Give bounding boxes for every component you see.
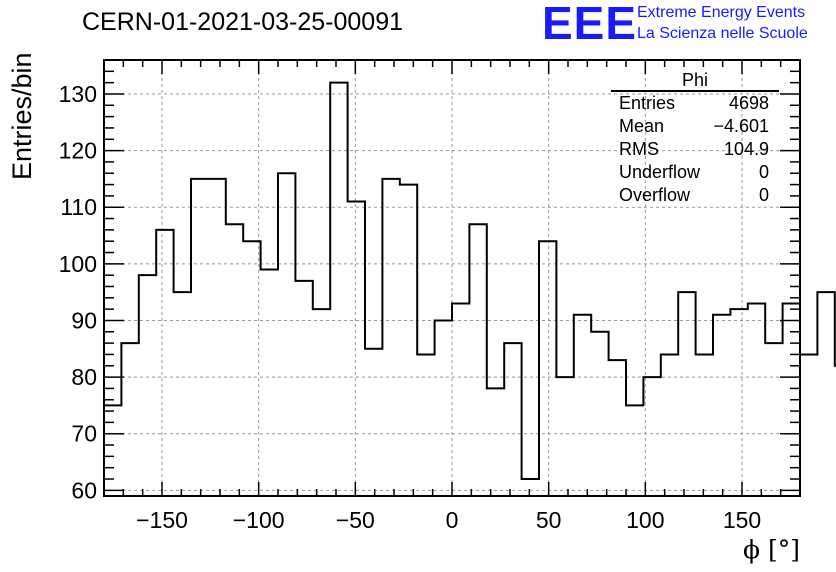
y-tick-label: 80 bbox=[71, 364, 97, 390]
stats-row-underflow: Underflow 0 bbox=[611, 161, 779, 184]
stats-label: Entries bbox=[619, 93, 676, 113]
x-tick-label: 100 bbox=[626, 507, 664, 533]
run-title: CERN-01-2021-03-25-00091 bbox=[82, 8, 404, 36]
y-tick-label: 70 bbox=[71, 421, 97, 447]
x-tick-labels: −150 −100 −50 0 50 100 150 bbox=[136, 507, 761, 533]
stats-row-entries: Entries 4698 bbox=[611, 92, 779, 115]
stats-label: Underflow bbox=[619, 162, 701, 182]
stats-value: −4.601 bbox=[713, 116, 769, 136]
x-tick-label: 150 bbox=[723, 507, 761, 533]
stats-row-mean: Mean −4.601 bbox=[611, 115, 779, 138]
stats-label: Mean bbox=[619, 116, 665, 136]
x-tick-label: −100 bbox=[233, 507, 285, 533]
y-tick-label: 90 bbox=[71, 307, 97, 333]
logo-line-2: La Scienza nelle Scuole bbox=[637, 25, 808, 42]
y-tick-label: 110 bbox=[60, 194, 97, 220]
histogram-line bbox=[104, 81, 836, 481]
stats-value: 0 bbox=[758, 185, 769, 205]
axis-ticks bbox=[104, 60, 800, 496]
stats-label: Overflow bbox=[619, 185, 691, 205]
stats-value: 0 bbox=[758, 162, 769, 182]
stats-box: Phi Entries 4698 Mean −4.601 RMS 104.9 U… bbox=[611, 70, 779, 207]
stats-row-rms: RMS 104.9 bbox=[611, 138, 779, 161]
stats-label: RMS bbox=[619, 139, 659, 159]
stats-row-overflow: Overflow 0 bbox=[611, 184, 779, 207]
x-tick-label: −50 bbox=[336, 507, 375, 533]
x-tick-label: −150 bbox=[136, 507, 188, 533]
x-tick-label: 50 bbox=[536, 507, 562, 533]
y-tick-label: 100 bbox=[59, 251, 97, 277]
y-tick-label: 120 bbox=[59, 138, 97, 164]
stats-title: Phi bbox=[611, 70, 779, 92]
y-tick-label: 60 bbox=[71, 477, 97, 503]
x-axis-label: ϕ [°] bbox=[743, 535, 800, 564]
y-axis-label: Entries/bin bbox=[7, 52, 37, 180]
stats-value: 4698 bbox=[728, 93, 769, 113]
y-tick-label: 130 bbox=[59, 81, 97, 107]
logo-line-1: Extreme Energy Events bbox=[637, 4, 806, 21]
x-tick-label: 0 bbox=[446, 507, 459, 533]
stats-value: 104.9 bbox=[723, 139, 769, 159]
y-tick-labels: 60 70 80 90 100 110 120 130 bbox=[59, 81, 97, 503]
eee-logo: EEE bbox=[542, 0, 638, 49]
